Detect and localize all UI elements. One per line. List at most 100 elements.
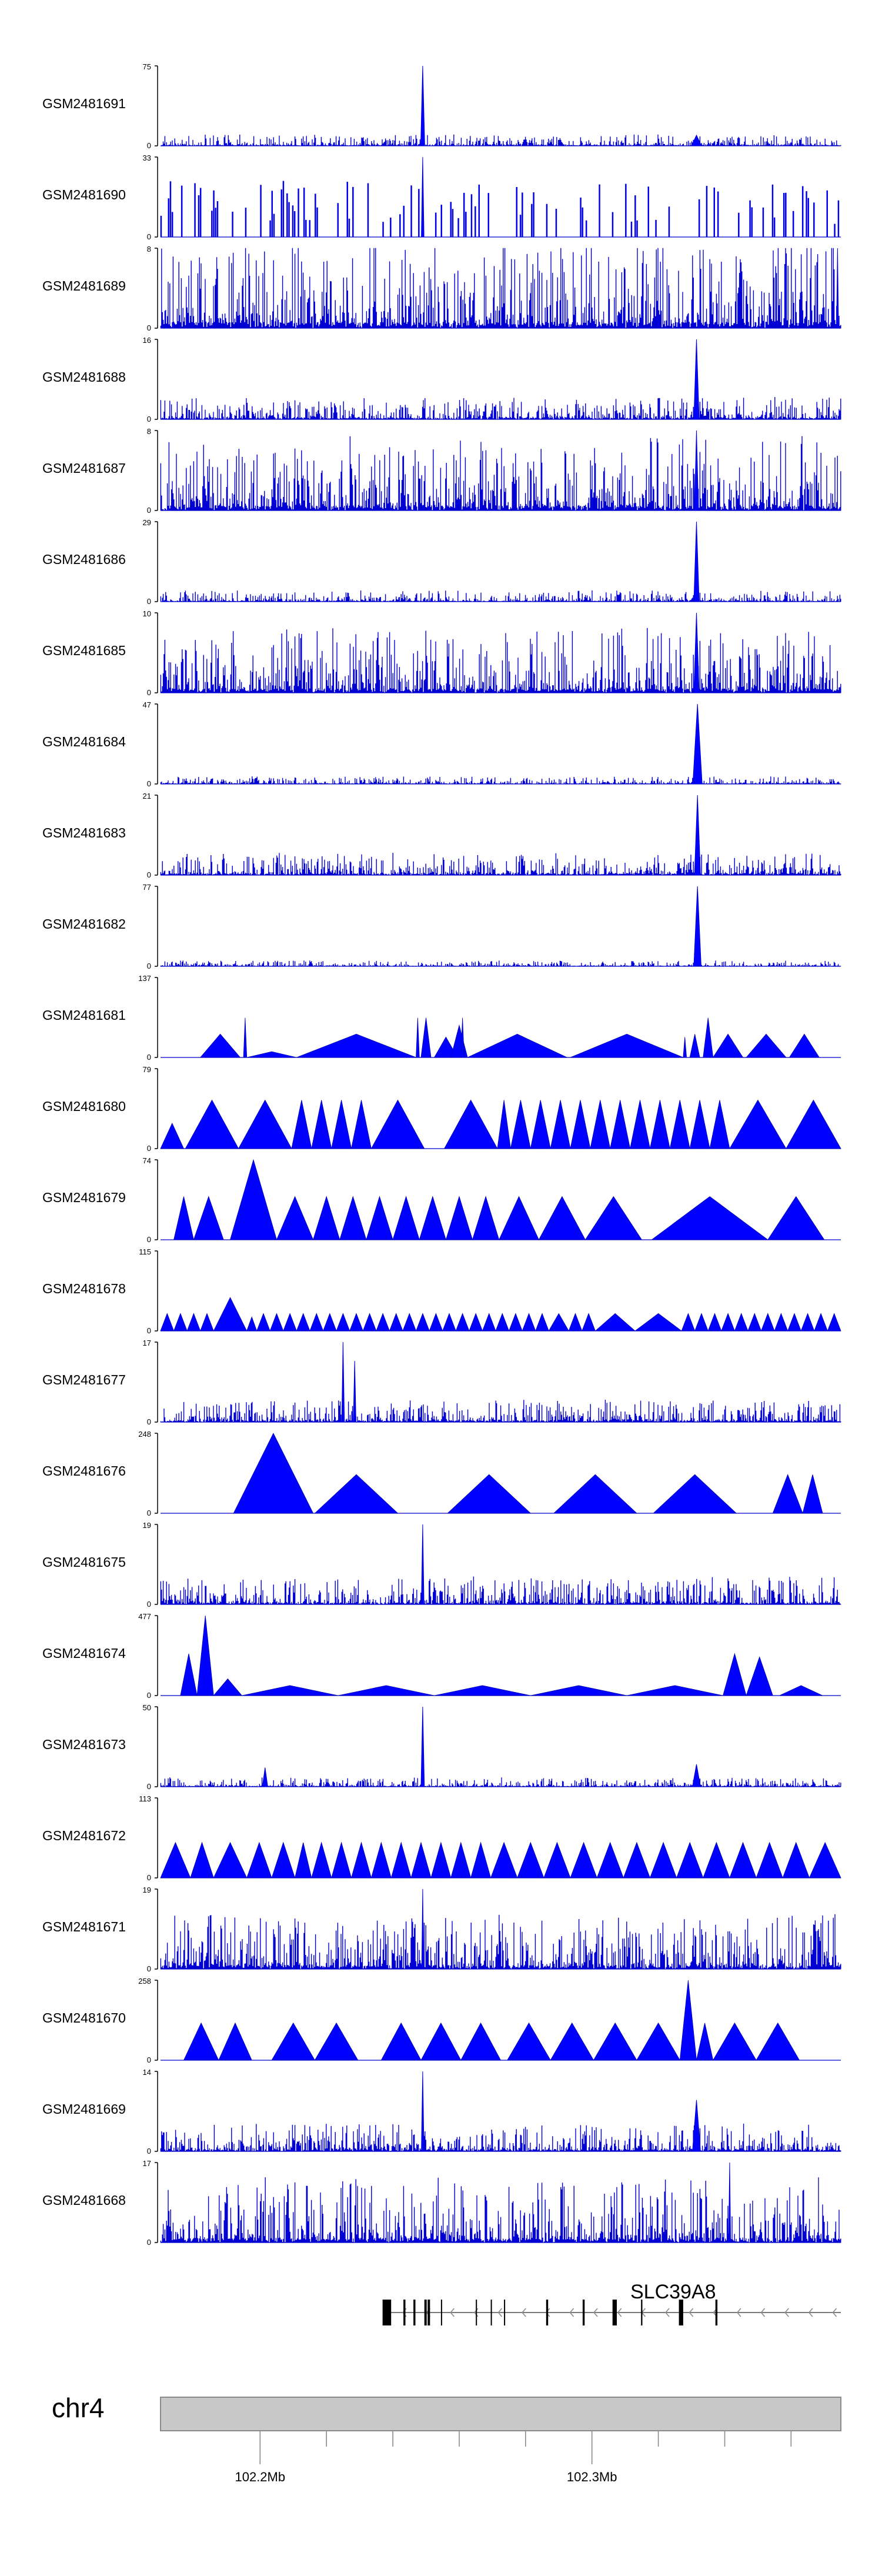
coverage-peak — [786, 1099, 841, 1149]
coverage-peak — [311, 1841, 332, 1878]
coverage-peak — [336, 1313, 350, 1332]
coverage-peak — [218, 2022, 252, 2061]
y-min-label: 0 — [147, 1964, 151, 1973]
track-label: GSM2481687 — [42, 461, 126, 476]
coverage-peak — [827, 1313, 841, 1332]
coverage-peak — [445, 1196, 473, 1240]
genome-axis: 102.2Mb 102.3Mb — [235, 2431, 792, 2484]
track-label: GSM2481691 — [42, 96, 126, 111]
coverage-peak — [196, 1615, 214, 1696]
coverage-spike — [694, 795, 701, 876]
gene-exon — [383, 2300, 392, 2325]
coverage-peak — [173, 1196, 194, 1240]
y-min-label: 0 — [147, 415, 151, 423]
track-label: GSM2481668 — [42, 2193, 126, 2208]
gene-exon — [715, 2300, 718, 2325]
chromosome-axis-track: chr4 102.2Mb 102.3Mb — [52, 2393, 841, 2484]
y-max-label: 8 — [147, 245, 151, 253]
coverage-signal — [160, 1914, 841, 1970]
track-label: GSM2481682 — [42, 916, 126, 932]
coverage-spike — [694, 430, 699, 511]
coverage-peak — [434, 1685, 531, 1696]
coverage-signal — [160, 2177, 841, 2243]
track-label: GSM2481681 — [42, 1007, 126, 1023]
coverage-peak — [311, 1100, 332, 1149]
coverage-peak — [679, 1980, 697, 2061]
track-label: GSM2481677 — [42, 1372, 126, 1387]
coverage-spike — [692, 703, 703, 785]
gene-exon — [490, 2300, 492, 2325]
coverage-peak — [590, 1100, 611, 1149]
coverage-peak — [509, 1313, 523, 1332]
y-min-label: 0 — [147, 232, 151, 241]
coverage-peak — [276, 1196, 314, 1240]
coverage-spike — [420, 65, 425, 146]
coverage-signal — [160, 1777, 841, 1787]
y-max-label: 16 — [143, 336, 151, 345]
coverage-peak — [535, 1313, 549, 1332]
coverage-peak — [460, 1017, 465, 1058]
y-max-label: 10 — [143, 609, 151, 618]
track-label: GSM2481676 — [42, 1463, 126, 1479]
track-GSM2481684: GSM2481684 47 0 — [42, 700, 841, 788]
y-max-label: 50 — [143, 1703, 151, 1712]
coverage-peak — [689, 1100, 710, 1149]
gene-track: SLC39A8 — [382, 2281, 841, 2325]
strand-arrow — [593, 2308, 598, 2317]
y-max-label: 17 — [143, 1339, 151, 1347]
coverage-peak — [530, 1100, 551, 1149]
track-GSM2481672: GSM2481672 113 0 — [42, 1794, 841, 1882]
coverage-peak — [420, 2022, 462, 2061]
coverage-peak — [323, 1313, 337, 1332]
coverage-peak — [634, 1313, 683, 1332]
coverage-peak — [242, 1685, 338, 1696]
coverage-peak — [746, 1033, 787, 1058]
coverage-spike — [693, 612, 700, 693]
axis-tick-label: 102.3Mb — [567, 2470, 617, 2484]
y-min-label: 0 — [147, 1509, 151, 1517]
coverage-peak — [584, 1196, 643, 1240]
y-max-label: 113 — [139, 1794, 151, 1803]
coverage-spike — [421, 1524, 425, 1605]
gene-exon — [413, 2300, 416, 2325]
strand-arrow — [569, 2308, 574, 2317]
coverage-peak — [296, 1033, 416, 1058]
strand-arrow — [664, 2308, 670, 2317]
coverage-peak — [351, 1100, 372, 1149]
coverage-peak — [729, 1099, 787, 1149]
coverage-peak — [522, 1313, 536, 1332]
coverage-peak — [543, 1841, 571, 1878]
track-GSM2481669: GSM2481669 14 0 — [42, 2068, 841, 2155]
y-min-label: 0 — [147, 1235, 151, 1244]
track-GSM2481668: GSM2481668 17 0 — [42, 2159, 841, 2247]
coverage-signal — [160, 1576, 841, 1605]
chromosome-bar — [160, 2397, 841, 2431]
strand-arrow — [450, 2308, 455, 2317]
coverage-peak — [213, 1678, 243, 1696]
coverage-signal — [160, 181, 841, 238]
coverage-spike — [693, 886, 701, 967]
coverage-peak — [814, 1313, 828, 1332]
coverage-peak — [190, 1841, 214, 1878]
coverage-peak — [470, 1841, 492, 1878]
coverage-signal — [160, 397, 841, 420]
gene-name-label: SLC39A8 — [630, 2281, 716, 2303]
coverage-peak — [433, 1036, 458, 1058]
coverage-peak — [246, 1841, 272, 1878]
coverage-peak — [243, 1017, 248, 1058]
track-GSM2481676: GSM2481676 248 0 — [42, 1430, 841, 1517]
gene-exon — [582, 2300, 585, 2325]
coverage-peak — [331, 1841, 352, 1878]
coverage-peak — [495, 1313, 510, 1332]
coverage-peak — [296, 1313, 310, 1332]
gene-exon — [641, 2300, 643, 2325]
y-min-label: 0 — [147, 597, 151, 606]
y-max-label: 75 — [143, 62, 151, 71]
coverage-peak — [455, 1313, 470, 1332]
coverage-peak — [721, 1313, 735, 1332]
track-GSM2481675: GSM2481675 19 0 — [42, 1521, 841, 1609]
coverage-peak — [538, 1196, 586, 1240]
coverage-spike — [421, 1888, 425, 1970]
track-label: GSM2481678 — [42, 1281, 126, 1296]
coverage-peak — [570, 1100, 591, 1149]
